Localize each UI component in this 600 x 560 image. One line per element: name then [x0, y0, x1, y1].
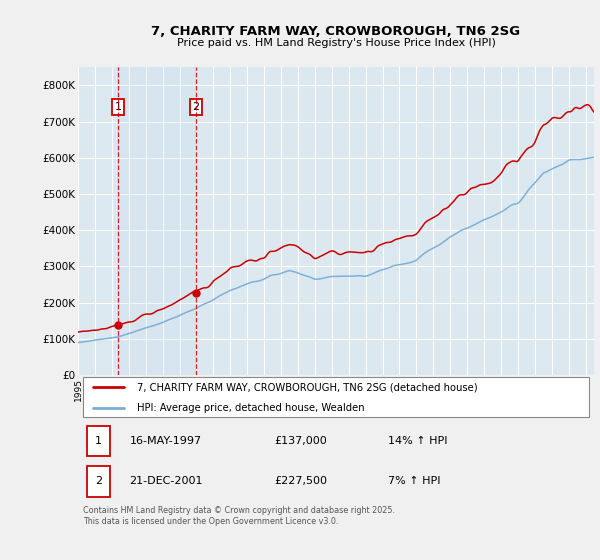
Text: 2: 2 [193, 102, 199, 112]
FancyBboxPatch shape [87, 466, 110, 497]
Text: 14% ↑ HPI: 14% ↑ HPI [388, 436, 447, 446]
Text: 7, CHARITY FARM WAY, CROWBOROUGH, TN6 2SG: 7, CHARITY FARM WAY, CROWBOROUGH, TN6 2S… [151, 25, 521, 38]
Text: 7, CHARITY FARM WAY, CROWBOROUGH, TN6 2SG (detached house): 7, CHARITY FARM WAY, CROWBOROUGH, TN6 2S… [137, 382, 478, 392]
Text: HPI: Average price, detached house, Wealden: HPI: Average price, detached house, Weal… [137, 403, 365, 413]
Text: Contains HM Land Registry data © Crown copyright and database right 2025.
This d: Contains HM Land Registry data © Crown c… [83, 506, 395, 526]
FancyBboxPatch shape [87, 426, 110, 456]
Text: Price paid vs. HM Land Registry's House Price Index (HPI): Price paid vs. HM Land Registry's House … [176, 38, 496, 48]
Text: £137,000: £137,000 [274, 436, 327, 446]
Text: 1: 1 [95, 436, 102, 446]
Text: 21-DEC-2001: 21-DEC-2001 [130, 477, 203, 486]
Text: 1: 1 [115, 102, 122, 112]
Text: 16-MAY-1997: 16-MAY-1997 [130, 436, 202, 446]
Text: 7% ↑ HPI: 7% ↑ HPI [388, 477, 440, 486]
Text: £227,500: £227,500 [274, 477, 327, 486]
Bar [118, 67, 196, 375]
FancyBboxPatch shape [83, 377, 589, 417]
Text: 2: 2 [95, 477, 102, 486]
